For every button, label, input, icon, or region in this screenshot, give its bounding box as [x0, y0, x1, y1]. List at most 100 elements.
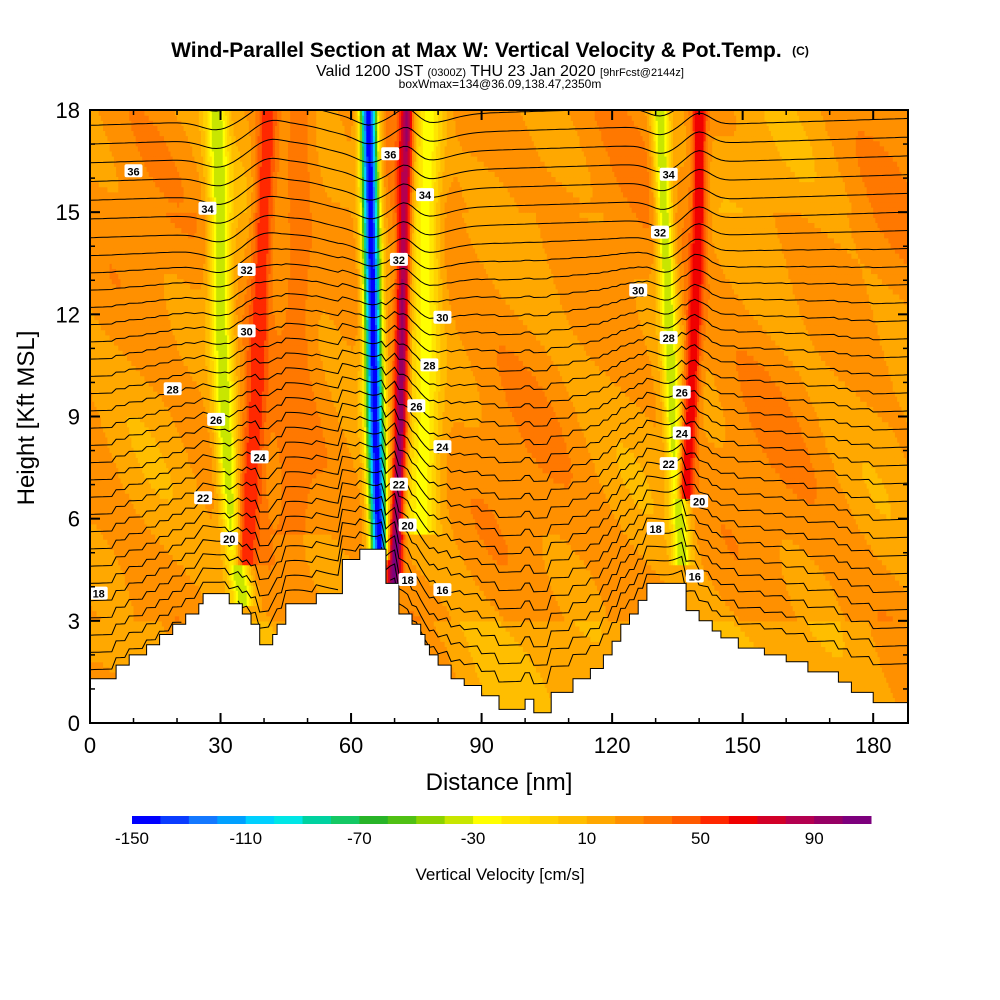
isentrope-line	[90, 206, 908, 243]
isentrope-line	[90, 373, 908, 429]
isentrope-line	[90, 150, 908, 187]
x-axis: 0 30 60 90 120 150 180	[84, 110, 892, 758]
colorbar-swatch	[785, 816, 815, 824]
contour-label: 20	[690, 494, 709, 509]
colorbar-swatch	[245, 816, 275, 824]
isentrope-line	[90, 414, 908, 482]
isentrope-line	[90, 480, 908, 574]
contour-label: 20	[398, 518, 417, 532]
isentrope-line	[90, 298, 908, 343]
isentrope-line	[90, 531, 908, 648]
colorbar-labels: -150 -110 -70 -30 10 50 90	[115, 829, 824, 848]
isentrope-line	[90, 467, 908, 556]
contour-label: 26	[207, 412, 226, 427]
colorbar-tick-label: -30	[461, 829, 486, 848]
colorbar-tick-label: -110	[229, 829, 262, 848]
contour-label: 16	[685, 569, 704, 584]
subtitle-part-2: (0300Z)	[428, 67, 467, 79]
contour-label: 24	[433, 440, 452, 454]
isentrope-line	[90, 268, 908, 308]
colorbar-swatch	[416, 816, 446, 824]
contour-label: 20	[220, 532, 239, 546]
contour-label: 36	[381, 147, 400, 161]
isentrope-line	[90, 387, 908, 446]
colorbar-swatch	[132, 816, 161, 824]
isentrope-line	[90, 313, 908, 360]
isentrope-line	[90, 283, 908, 326]
isentrope-line	[90, 441, 908, 519]
colorbar-swatch	[444, 816, 474, 824]
chart-title-group: Wind-Parallel Section at Max W: Vertical…	[171, 39, 809, 62]
isentrope-line	[90, 168, 908, 205]
contour-label: 28	[163, 382, 182, 396]
isentrope-line	[90, 359, 908, 412]
colorbar-swatch	[359, 816, 389, 824]
contour-label: 22	[659, 457, 678, 471]
y-tick-label: 9	[68, 405, 80, 430]
isentrope-line	[90, 238, 908, 274]
colorbar-swatch	[330, 816, 360, 824]
x-axis-label: Distance [nm]	[426, 769, 573, 796]
isentrope-line	[90, 518, 908, 630]
x-tick-label: 30	[208, 733, 232, 758]
x-tick-label: 0	[84, 733, 96, 758]
colorbar-swatch	[501, 816, 531, 824]
contour-label: 24	[250, 450, 269, 464]
colorbar-swatch	[387, 816, 417, 824]
isentrope-line	[90, 428, 908, 501]
x-tick-label: 90	[469, 733, 493, 758]
colorbar-tick-label: -150	[115, 829, 149, 848]
colorbar-swatch	[814, 816, 844, 824]
colorbar-swatch	[615, 816, 645, 824]
colorbar-tick-label: 50	[691, 829, 710, 848]
colorbar-swatch	[728, 816, 758, 824]
contour-label: 28	[420, 358, 439, 372]
isentrope-line	[90, 223, 908, 259]
contour-label: 32	[237, 263, 256, 277]
contour-label: 18	[90, 586, 108, 601]
contour-label: 26	[672, 385, 691, 400]
colorbar-tick-label: 10	[577, 829, 596, 848]
colorbar-swatch	[700, 816, 730, 824]
subtitle-part-4: [9hrFcst@2144z]	[600, 67, 684, 79]
plot-area: 36 34 32 30 28 26 24 22 20 18 36 34 32 30 28 26 24 22 20 18…	[90, 110, 908, 723]
contour-label: 28	[659, 331, 678, 345]
isentrope-line	[90, 131, 908, 168]
colorbar-title: Vertical Velocity [cm/s]	[415, 865, 584, 884]
contour-label: 26	[407, 399, 426, 413]
contour-labels: 36 34 32 30 28 26 24 22 20 18 36 34 32 30 28 26 24 22 20 18…	[90, 147, 709, 601]
potential-temperature-contours	[90, 110, 908, 685]
colorbar-swatch	[842, 816, 872, 824]
colorbar-swatch	[558, 816, 588, 824]
colorbar-swatch	[586, 816, 616, 824]
y-tick-label: 15	[56, 200, 80, 225]
contour-label: 18	[398, 572, 417, 587]
contour-label: 30	[629, 283, 648, 297]
subtitle-part-1: Valid 1200 JST	[316, 63, 427, 80]
colorbar-tick-label: -70	[347, 829, 372, 848]
contour-label: 32	[389, 252, 408, 267]
contour-label: 18	[646, 521, 665, 536]
y-tick-label: 12	[56, 302, 80, 327]
terrain-mask	[90, 548, 908, 723]
contour-label: 16	[433, 583, 452, 597]
isentrope-line	[90, 543, 908, 666]
isentrope-line	[90, 187, 908, 224]
contour-label: 36	[124, 164, 143, 178]
x-tick-label: 120	[594, 733, 631, 758]
contour-label: 22	[194, 491, 213, 505]
colorbar-swatch	[274, 816, 304, 824]
isentrope-line	[90, 454, 908, 538]
chart-subtitle: Valid 1200 JST (0300Z) THU 23 Jan 2020 […	[316, 63, 684, 80]
colorbar-swatch	[672, 816, 701, 824]
y-tick-label: 3	[68, 609, 80, 634]
colorbar-swatch	[217, 816, 247, 824]
isentrope-line	[90, 344, 908, 395]
isentrope-line	[90, 112, 908, 150]
x-tick-label: 180	[855, 733, 892, 758]
isentrope-line	[90, 253, 908, 291]
colorbar-swatch	[529, 816, 559, 824]
y-tick-label: 6	[68, 507, 80, 532]
